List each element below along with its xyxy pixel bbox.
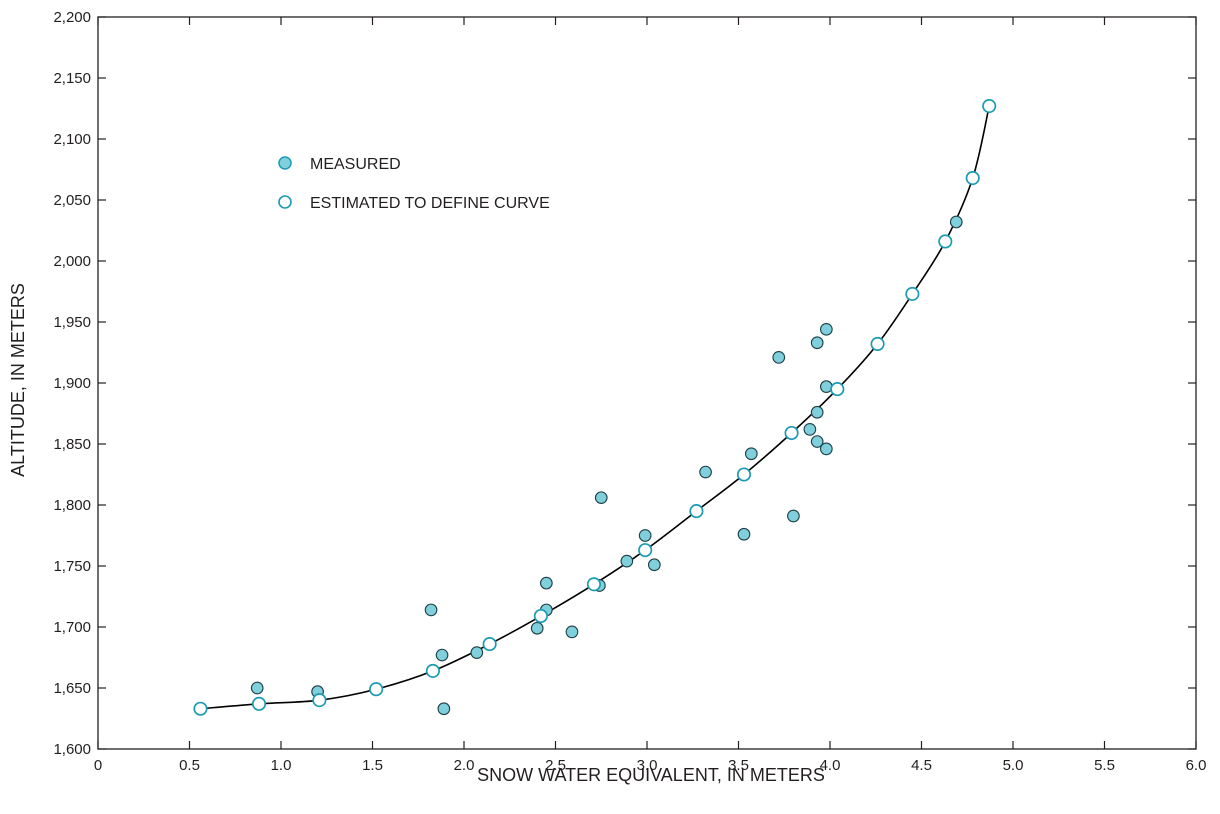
x-tick-label: 4.5 xyxy=(911,757,932,774)
measured-point xyxy=(620,554,634,568)
y-tick-label: 2,050 xyxy=(53,192,91,209)
x-tick-label: 2.5 xyxy=(545,757,566,774)
measured-point xyxy=(437,702,451,716)
measured-point xyxy=(424,603,438,617)
estimated-point xyxy=(369,682,384,697)
measured-point xyxy=(819,442,833,456)
measured-point xyxy=(530,621,544,635)
y-tick-label: 1,900 xyxy=(53,375,91,392)
y-tick-label: 2,150 xyxy=(53,70,91,87)
measured-point xyxy=(647,558,661,572)
x-tick-label: 1.5 xyxy=(362,757,383,774)
estimated-point xyxy=(312,693,327,708)
x-tick-label: 0.5 xyxy=(179,757,200,774)
measured-point xyxy=(949,215,963,229)
estimated-point xyxy=(251,696,267,711)
estimated-point xyxy=(689,504,704,519)
y-tick-label: 2,000 xyxy=(53,253,91,270)
measured-point xyxy=(810,405,824,419)
measured-point xyxy=(539,576,553,590)
estimated-point xyxy=(482,637,497,652)
x-tick-label: 5.0 xyxy=(1003,757,1024,774)
x-tick-label: 1.0 xyxy=(271,757,292,774)
x-tick-label: 3.0 xyxy=(637,757,658,774)
measured-point xyxy=(594,491,608,505)
y-tick-label: 1,600 xyxy=(53,741,91,758)
estimated-point xyxy=(905,286,920,301)
measured-point xyxy=(737,527,751,541)
x-tick-label: 2.0 xyxy=(454,757,475,774)
y-tick-label: 2,200 xyxy=(53,9,91,26)
estimated-point xyxy=(736,467,752,482)
measured-point xyxy=(435,648,449,662)
x-axis-title: SNOW WATER EQUIVALENT, IN METERS xyxy=(477,765,825,785)
y-tick-label: 1,950 xyxy=(53,314,91,331)
estimated-point xyxy=(982,99,997,114)
estimated-point xyxy=(425,663,440,678)
estimated-point xyxy=(965,170,980,186)
legend-measured-marker xyxy=(278,156,292,170)
measured-point xyxy=(803,423,817,436)
y-axis-title: ALTITUDE, IN METERS xyxy=(8,283,28,477)
measured-point xyxy=(772,351,786,364)
measured-point xyxy=(787,509,800,523)
data-points xyxy=(193,99,997,716)
measured-point xyxy=(744,447,758,461)
plot-frame xyxy=(97,16,1197,750)
x-tick-label: 4.0 xyxy=(820,757,841,774)
estimated-point xyxy=(830,382,845,397)
y-tick-label: 1,750 xyxy=(53,558,91,575)
estimated-point xyxy=(638,543,653,558)
y-tick-label: 1,650 xyxy=(53,680,91,697)
y-tick-label: 1,800 xyxy=(53,497,91,514)
measured-point xyxy=(699,465,712,479)
x-tick-label: 6.0 xyxy=(1186,757,1207,774)
measured-point xyxy=(565,625,579,639)
x-tick-label: 3.5 xyxy=(728,757,749,774)
y-tick-label: 1,850 xyxy=(53,436,91,453)
x-tick-label: 0 xyxy=(94,757,102,774)
measured-point xyxy=(819,380,833,394)
estimated-point xyxy=(193,701,208,716)
measured-point xyxy=(810,336,824,350)
measured-point xyxy=(819,322,833,336)
legend-estimated-label: ESTIMATED TO DEFINE CURVE xyxy=(310,195,550,212)
estimated-point xyxy=(586,577,601,592)
y-tick-label: 2,100 xyxy=(53,131,91,148)
estimated-point xyxy=(938,234,953,249)
legend: MEASURED ESTIMATED TO DEFINE CURVE xyxy=(278,156,550,212)
legend-estimated-marker xyxy=(278,195,292,209)
axis-ticks xyxy=(97,16,1197,750)
estimated-point xyxy=(870,336,885,352)
y-tick-label: 1,700 xyxy=(53,619,91,636)
measured-point xyxy=(638,529,652,542)
estimated-point xyxy=(533,608,548,624)
measured-point xyxy=(810,435,824,448)
tick-labels: 0 0.5 1.0 1.5 2.0 2.5 3.0 3.5 4.0 4.5 5.0 5.5 6.0 1,6… xyxy=(53,9,1206,774)
legend-measured-label: MEASURED xyxy=(310,156,401,173)
x-tick-label: 5.5 xyxy=(1094,757,1115,774)
estimated-point xyxy=(784,425,799,441)
measured-point xyxy=(250,681,264,695)
measured-point xyxy=(470,646,484,659)
